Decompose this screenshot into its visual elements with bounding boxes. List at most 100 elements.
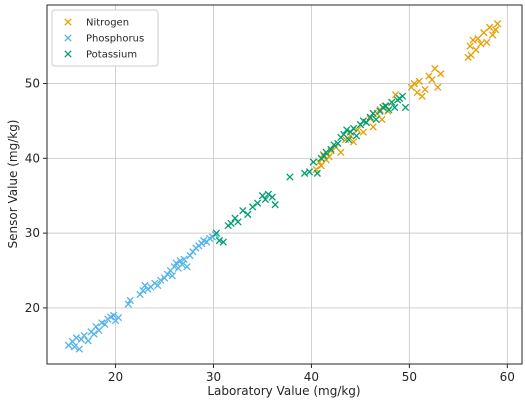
potassium-point [212,229,221,237]
potassium-point [309,158,318,166]
nitrogen-point [378,115,386,124]
nitrogen-point [317,162,325,170]
y-tick-label: 30 [25,226,40,240]
nitrogen-point [493,20,502,28]
potassium-point [344,135,353,144]
nitrogen-point [337,148,345,156]
nitrogen-point [437,70,445,78]
potassium-point [268,193,276,201]
legend-label-potassium: Potassium [86,50,137,61]
legend-marker-nitrogen [64,18,72,26]
potassium-point [300,169,309,177]
legend-marker-potassium [64,50,72,58]
nitrogen-point [415,77,423,85]
grid [47,5,522,364]
nitrogen-point [467,51,475,59]
nitrogen-point [477,40,485,48]
potassium-point [362,118,370,127]
data-markers [64,20,502,353]
x-tick-label: 20 [108,370,123,384]
potassium-point [343,126,351,134]
nitrogen-point [342,135,350,144]
nitrogen-point [483,38,491,47]
potassium-point [334,139,342,148]
nitrogen-point [431,64,439,73]
y-ticks: 20 30 40 50 [25,77,47,315]
phosphorus-point [168,272,177,280]
potassium-point [322,148,330,156]
potassium-point [349,124,358,133]
potassium-point [372,115,380,124]
potassium-point [239,207,247,215]
potassium-point [264,190,272,198]
phosphorus-point [156,276,165,284]
nitrogen-point [369,123,377,131]
x-tick-label: 60 [500,370,515,384]
legend-box [51,9,159,67]
legend-label-phosphorus: Phosphorus [86,34,144,45]
nitrogen-point [359,128,367,136]
potassium-point [320,152,328,160]
potassium-point [244,210,252,219]
x-tick-label: 50 [402,370,417,384]
phosphorus-point [95,326,103,335]
phosphorus-point [75,345,83,353]
potassium-point [352,132,361,140]
nitrogen-point [410,79,418,88]
potassium-point [249,203,257,211]
potassium-point [219,238,227,246]
phosphorus-point [178,260,186,269]
nitrogen-point [480,29,488,37]
potassium-point [401,103,410,112]
potassium-point [227,219,235,228]
x-axis-label: Laboratory Value (mg/kg) [207,384,360,398]
potassium-point [398,92,407,100]
phosphorus-point [90,330,98,338]
axes-frame [46,4,523,365]
potassium-point [330,141,338,149]
phosphorus-point [80,331,88,340]
nitrogen-point [488,31,497,39]
phosphorus-point [183,263,191,271]
phosphorus-point [109,311,118,320]
nitrogen-point [486,23,494,32]
nitrogen-point [428,76,436,84]
potassium-point [286,173,294,181]
phosphorus-point [170,263,178,271]
nitrogen-point [413,88,421,97]
phosphorus-point [124,300,132,308]
y-tick-label: 20 [25,301,40,315]
phosphorus-point [114,313,123,322]
nitrogen-point [474,34,482,43]
x-tick-label: 40 [304,370,319,384]
legend-label-nitrogen: Nitrogen [86,18,129,29]
nitrogen-point [466,42,474,50]
potassium-point [388,98,396,106]
potassium-point [305,168,314,176]
potassium-point [385,106,393,114]
y-tick-label: 50 [25,77,40,91]
phosphorus-point [176,257,184,265]
potassium-point [391,103,399,112]
phosphorus-point [154,281,162,290]
x-tick-label: 30 [206,370,221,384]
potassium-point [261,195,270,204]
phosphorus-point [172,259,180,267]
phosphorus-point [84,337,92,345]
phosphorus-point [139,287,147,295]
potassium-point [234,218,242,226]
nitrogen-point [353,126,362,134]
nitrogen-point [491,26,500,34]
potassium-point [313,169,321,177]
potassium-point [215,236,224,245]
nitrogen-point [315,158,323,166]
nitrogen-point [434,83,442,91]
legend-marker-phosphorus [64,34,72,42]
nitrogen-point [349,138,358,146]
x-ticks: 20 30 40 50 60 [108,364,515,384]
potassium-point [327,145,335,154]
y-axis-label: Sensor Value (mg/kg) [6,120,20,249]
potassium-point [271,201,279,209]
nitrogen-point [421,85,429,94]
